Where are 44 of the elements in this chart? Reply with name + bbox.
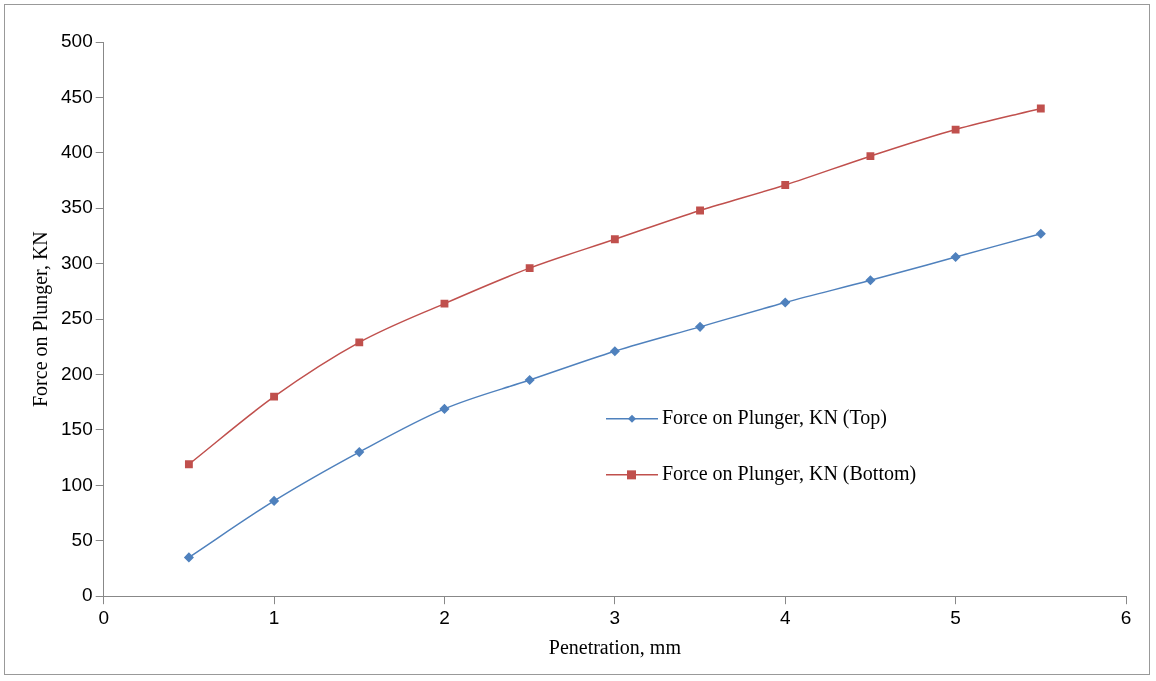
point: [525, 264, 534, 273]
y-tick-label: 100: [61, 473, 93, 495]
x-tick-label: 0: [98, 606, 109, 628]
point: [270, 392, 279, 401]
point: [269, 496, 279, 506]
y-tick-label: 350: [61, 196, 93, 218]
point: [184, 552, 194, 563]
point: [1036, 229, 1046, 239]
point: [950, 252, 961, 262]
point: [184, 460, 193, 469]
legend-label: Force on Plunger, KN (Bottom): [662, 462, 917, 486]
y-tick-label: 300: [61, 251, 93, 273]
y-tick-label: 50: [71, 529, 93, 551]
x-tick-label: 2: [439, 606, 450, 628]
point: [695, 322, 705, 332]
x-axis-title: Penetration, mm: [548, 636, 682, 659]
y-tick-label: 500: [61, 30, 93, 52]
y-tick-label: 0: [82, 584, 93, 606]
y-tick-label: 150: [61, 418, 93, 440]
point: [355, 338, 364, 347]
point: [781, 181, 790, 189]
point: [354, 447, 365, 457]
point: [524, 375, 535, 385]
y-tick-label: 400: [61, 141, 93, 163]
point: [866, 152, 875, 161]
y-tick-label: 200: [61, 362, 93, 384]
point: [610, 346, 620, 356]
point: [951, 125, 960, 134]
legend-label: Force on Plunger, KN (Top): [662, 406, 887, 430]
x-tick-label: 1: [268, 606, 280, 628]
point: [439, 404, 450, 414]
point: [696, 206, 704, 215]
y-tick-label: 450: [61, 85, 93, 107]
x-tick-label: 3: [609, 606, 621, 628]
point: [865, 275, 876, 286]
point: [440, 299, 449, 308]
x-tick-label: 6: [1120, 606, 1132, 628]
x-tick-label: 4: [779, 606, 791, 628]
point: [780, 297, 790, 308]
y-tick-label: 250: [61, 307, 93, 329]
x-tick-label: 5: [950, 606, 961, 628]
point: [1036, 104, 1045, 113]
y-axis-title: Force on Plunger, KN: [29, 231, 53, 408]
point: [610, 235, 619, 244]
